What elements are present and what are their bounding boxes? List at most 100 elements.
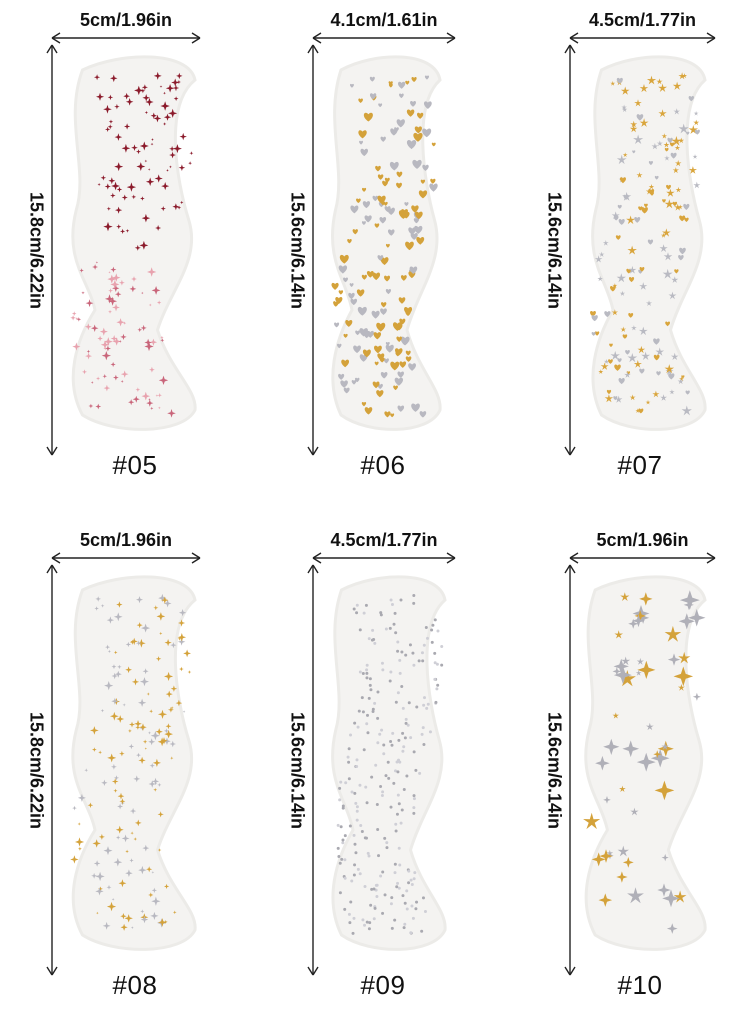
star-decoration (113, 374, 119, 381)
star-decoration (117, 803, 124, 810)
star-decoration (646, 722, 654, 731)
star-decoration (98, 886, 103, 892)
star-decoration (604, 359, 610, 364)
star-decoration (622, 334, 628, 339)
star-decoration (155, 728, 163, 736)
dot-decoration (370, 775, 374, 779)
heart-decoration (381, 201, 386, 206)
star-decoration (110, 192, 116, 199)
star-decoration (129, 858, 134, 863)
star-decoration (104, 681, 114, 691)
heart-decoration (405, 80, 410, 85)
dot-decoration (397, 802, 401, 806)
heart-decoration (384, 275, 391, 282)
heart-decoration (338, 265, 348, 274)
star-decoration (96, 92, 105, 101)
star-decoration (95, 403, 102, 410)
star-decoration (165, 690, 173, 698)
dot-decoration (409, 736, 413, 740)
dot-decoration (369, 903, 373, 907)
star-decoration (139, 141, 149, 151)
star-decoration (652, 390, 660, 398)
product-code: #08 (112, 970, 158, 1000)
width-label: 5cm/1.96in (596, 530, 689, 550)
dot-decoration (405, 907, 409, 911)
star-decoration (613, 666, 632, 685)
star-decoration (612, 667, 622, 676)
star-decoration (656, 371, 661, 376)
sticker-illustration (564, 32, 716, 456)
dot-decoration (405, 774, 409, 778)
star-decoration (628, 277, 635, 283)
star-decoration (134, 819, 142, 827)
star-decoration (679, 215, 686, 222)
star-decoration (150, 911, 159, 920)
dot-decoration (356, 867, 360, 871)
star-decoration (112, 303, 120, 312)
star-decoration (110, 711, 119, 721)
heart-decoration (385, 289, 392, 295)
star-decoration (148, 398, 151, 401)
star-decoration (603, 796, 611, 804)
star-decoration (120, 228, 126, 234)
heart-decoration (361, 221, 366, 225)
dot-decoration (365, 668, 369, 672)
star-decoration (120, 913, 127, 920)
product-panel-10: 5cm/1.96in 15.6cm/6.14in #10 (500, 520, 750, 1030)
sticker-illustration (307, 552, 456, 976)
dot-decoration (396, 793, 400, 797)
dot-decoration (420, 929, 424, 933)
star-decoration (136, 149, 141, 155)
dot-decoration (340, 857, 344, 861)
dot-decoration (354, 801, 358, 805)
dot-decoration (390, 603, 394, 607)
star-decoration (170, 756, 174, 760)
star-decoration (148, 780, 156, 788)
dot-decoration (355, 805, 359, 809)
star-decoration (678, 254, 684, 261)
star-decoration (664, 155, 670, 161)
star-decoration (614, 630, 623, 639)
heart-decoration (395, 351, 401, 357)
star-decoration (105, 644, 111, 650)
heart-decoration (398, 81, 406, 89)
star-decoration (637, 345, 646, 354)
star-decoration (618, 218, 625, 225)
height-label: 15.8cm/6.22in (26, 191, 47, 310)
dot-decoration (422, 743, 426, 747)
dot-decoration (361, 918, 365, 922)
star-decoration (638, 408, 644, 414)
width-label: 4.5cm/1.77in (588, 10, 697, 30)
star-decoration (168, 706, 174, 713)
dot-decoration (370, 887, 374, 891)
dot-decoration (412, 794, 416, 798)
star-decoration (637, 611, 650, 624)
dot-decoration (433, 651, 437, 655)
star-decoration (639, 282, 648, 290)
star-decoration (636, 114, 644, 121)
star-decoration (603, 738, 620, 755)
star-decoration (602, 240, 609, 246)
dot-decoration (371, 710, 375, 714)
star-decoration (670, 152, 677, 159)
star-decoration (153, 71, 162, 80)
heart-decoration (422, 128, 432, 138)
dot-decoration (403, 901, 407, 905)
star-decoration (620, 592, 630, 601)
dot-decoration (367, 854, 371, 858)
star-decoration (159, 85, 163, 88)
star-decoration (661, 853, 669, 862)
heart-decoration (414, 211, 423, 220)
star-decoration (112, 284, 120, 292)
dot-decoration (338, 798, 342, 802)
dot-decoration (364, 603, 368, 607)
dot-decoration (365, 663, 369, 667)
heart-decoration (333, 302, 338, 307)
star-decoration (657, 740, 674, 757)
star-decoration (142, 739, 148, 744)
star-decoration (103, 104, 112, 114)
star-decoration (622, 740, 640, 758)
star-decoration (177, 205, 182, 210)
star-decoration (182, 710, 186, 713)
star-decoration (639, 368, 645, 374)
